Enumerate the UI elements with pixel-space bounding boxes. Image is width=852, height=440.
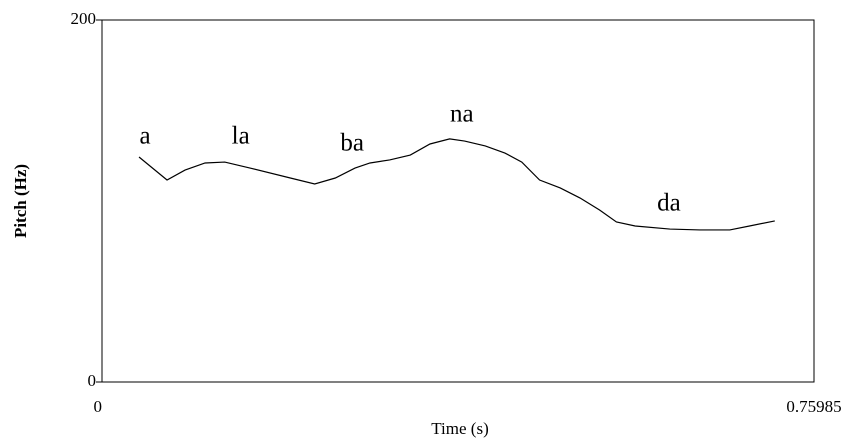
- syllable-label: la: [232, 122, 250, 149]
- x-tick-label: 0: [94, 397, 103, 416]
- x-axis-label: Time (s): [431, 419, 488, 438]
- y-axis-label: Pitch (Hz): [11, 164, 30, 238]
- pitch-line: [138, 138, 775, 231]
- syllable-label: ba: [340, 130, 364, 157]
- y-tick-label: 200: [71, 9, 97, 28]
- x-tick-label: 0.75985: [786, 397, 841, 416]
- syllable-label: da: [657, 189, 681, 216]
- plot-frame: [101, 19, 815, 383]
- y-tick-label: 0: [88, 371, 97, 390]
- syllable-label: na: [450, 101, 474, 128]
- syllable-label: a: [140, 123, 151, 150]
